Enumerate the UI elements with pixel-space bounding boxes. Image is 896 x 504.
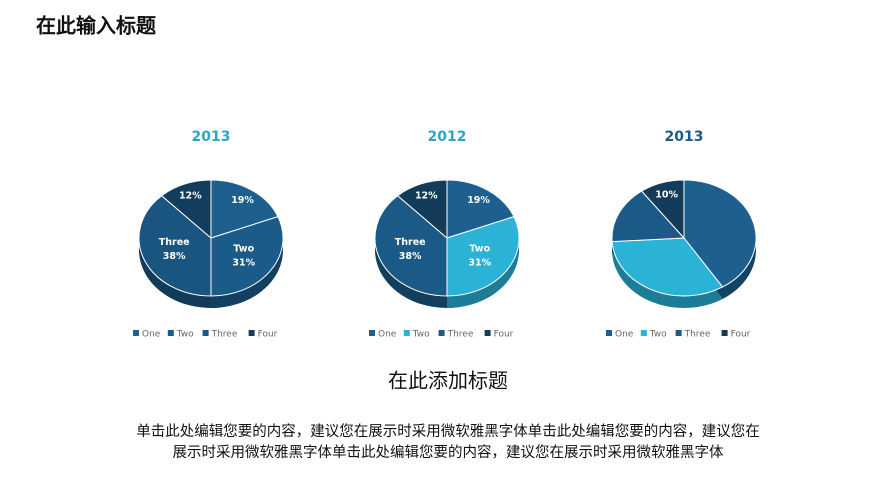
legend-label: Four (258, 330, 278, 340)
slice (160, 179, 212, 240)
chart-title: 2013 (665, 129, 704, 145)
legend-label: One (142, 330, 161, 340)
legend-swatch (167, 330, 174, 336)
legend-label: One (615, 330, 634, 340)
body-line: 单击此处编辑您要的内容，建议您在展示时采用微软雅黑字体单击此处编辑您要的内容，建… (136, 423, 760, 440)
data-label: 12% (179, 190, 202, 201)
data-label: 10% (655, 189, 678, 200)
data-label: 31% (468, 257, 491, 268)
legend-label: Four (494, 330, 514, 340)
legend-swatch (369, 330, 375, 336)
data-label: 38% (163, 251, 186, 262)
legend-label: Three (211, 330, 238, 340)
chart-title: 2013 (192, 129, 231, 145)
legend-label: Two (649, 330, 667, 340)
legend-label: One (378, 330, 397, 340)
slice (210, 216, 284, 297)
slice (396, 179, 448, 240)
slice (374, 195, 448, 297)
slice (611, 190, 686, 243)
legend-swatch (640, 330, 647, 336)
slice (210, 179, 279, 239)
data-label: 38% (399, 251, 422, 262)
slice-category: Two (233, 243, 254, 254)
slice (611, 237, 724, 297)
legend-swatch (248, 330, 255, 336)
legend-label: Four (731, 330, 751, 340)
legend-label: Two (412, 330, 430, 340)
data-label: 12% (415, 190, 438, 201)
body-line: 展示时采用微软雅黑字体单击此处编辑您要的内容，建议您在展示时采用微软雅黑字体 (173, 444, 724, 461)
legend-label: Three (447, 330, 474, 340)
legend-swatch (484, 330, 491, 336)
chart-title: 2012 (428, 129, 467, 145)
slice (138, 195, 212, 297)
page-title: 在此输入标题 (36, 14, 157, 38)
legend-swatch (403, 330, 410, 336)
legend-label: Two (176, 330, 194, 340)
data-label: 19% (231, 195, 254, 206)
legend-swatch (721, 330, 728, 336)
slice-category: Two (469, 243, 490, 254)
legend-swatch (606, 330, 612, 336)
data-label: 31% (232, 257, 255, 268)
legend-swatch (133, 330, 139, 336)
legend-swatch (438, 330, 445, 336)
slice (640, 179, 685, 240)
legend-swatch (675, 330, 682, 336)
slice-category: Three (159, 237, 190, 248)
slice (446, 179, 515, 239)
slice-category: Three (395, 237, 426, 248)
slice (446, 216, 520, 297)
data-label: 19% (467, 195, 490, 206)
legend-swatch (202, 330, 209, 336)
legend-label: Three (684, 330, 711, 340)
section-heading: 在此添加标题 (388, 369, 508, 393)
